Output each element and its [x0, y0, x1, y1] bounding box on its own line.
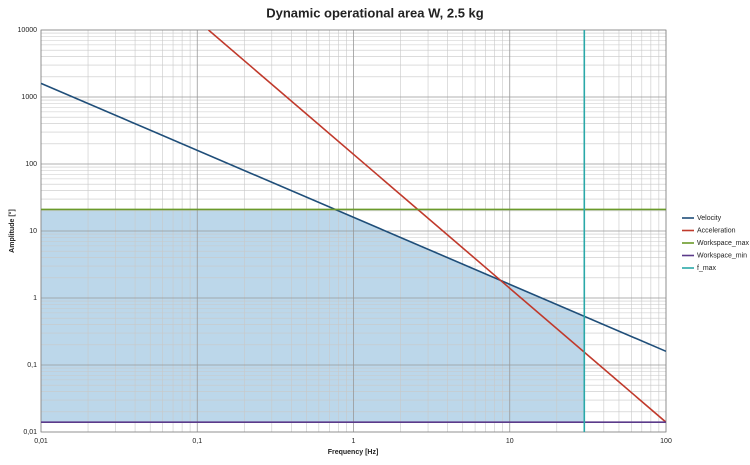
- y-tick-label: 0,01: [23, 429, 37, 436]
- x-tick-label: 0,1: [192, 438, 202, 445]
- chart-title: Dynamic operational area W, 2.5 kg: [266, 5, 484, 20]
- legend-label: Acceleration: [697, 227, 736, 234]
- x-tick-label: 0,01: [34, 438, 48, 445]
- y-tick-label: 10000: [18, 27, 38, 34]
- x-tick-label: 10: [506, 438, 514, 445]
- operational-area: [41, 209, 585, 423]
- y-tick-label: 1000: [21, 94, 37, 101]
- legend-label: Workspace_min: [697, 252, 747, 259]
- y-axis-label: Amplitude [°]: [8, 209, 16, 253]
- plot-frame: [40, 29, 667, 433]
- y-tick-label: 10: [29, 228, 37, 235]
- legend-label: f_max: [697, 265, 717, 272]
- x-tick-label: 100: [660, 438, 672, 445]
- x-axis-label: Frequency [Hz]: [328, 449, 379, 456]
- x-tick-label: 1: [352, 438, 356, 445]
- series-line: [207, 30, 666, 423]
- legend-label: Workspace_max: [697, 240, 750, 247]
- y-tick-label: 0,1: [27, 362, 37, 369]
- y-tick-label: 100: [25, 161, 37, 168]
- series-line: [41, 82, 666, 353]
- legend-label: Velocity: [697, 215, 722, 222]
- y-tick-label: 1: [33, 295, 37, 302]
